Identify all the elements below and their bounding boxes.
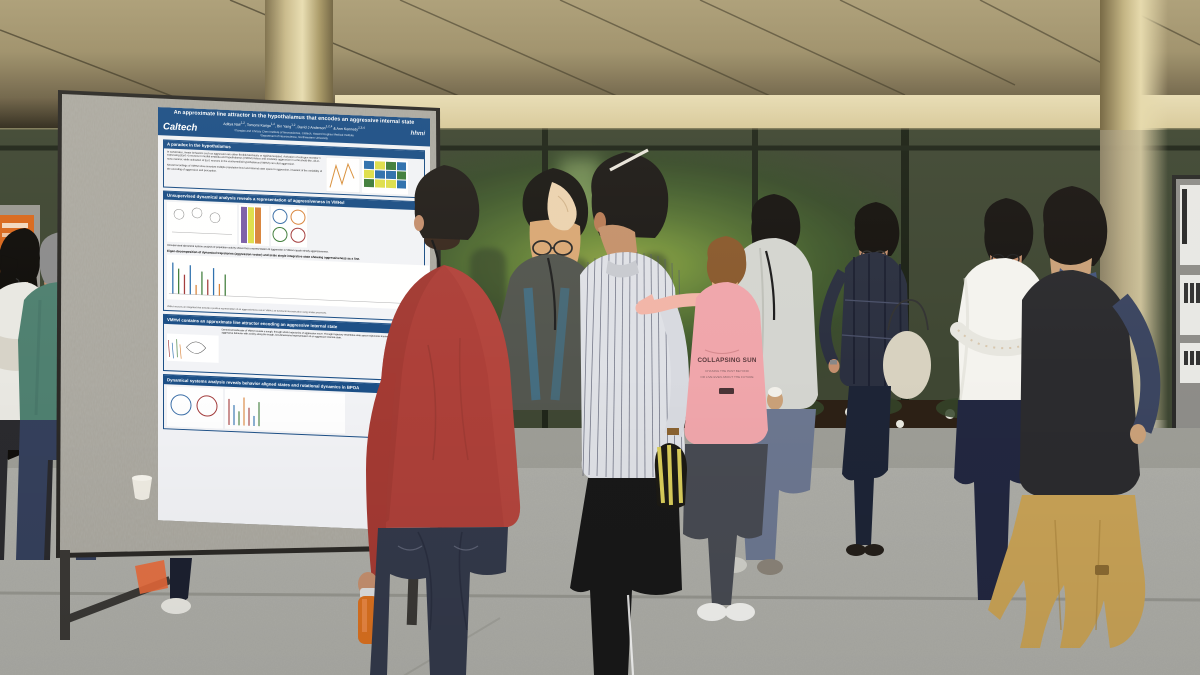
- svg-text:COLLAPSING SUN: COLLAPSING SUN: [697, 357, 756, 364]
- svg-text:CHASING THE PAST BEYOND: CHASING THE PAST BEYOND: [705, 369, 749, 373]
- svg-text:OR LIVE EVEN ABOUT THE FUTURE: OR LIVE EVEN ABOUT THE FUTURE: [700, 375, 753, 379]
